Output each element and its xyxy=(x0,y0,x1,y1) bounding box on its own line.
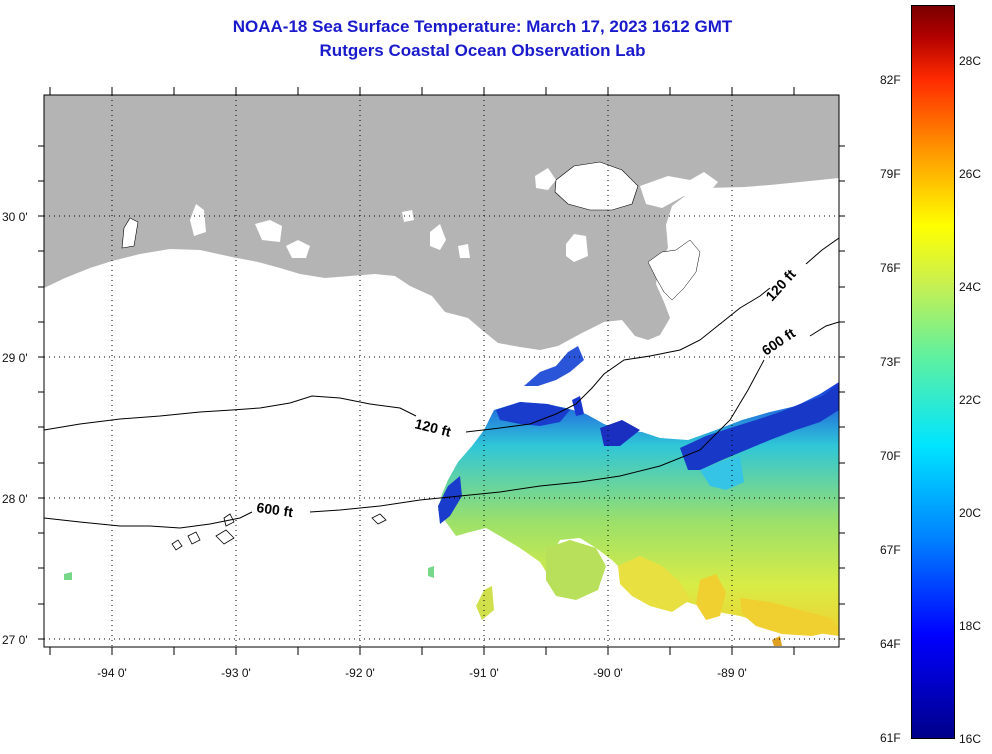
colorbar-c-label: 26C xyxy=(959,167,982,181)
map-frame xyxy=(43,94,840,648)
lake-pontchartrain xyxy=(554,161,639,211)
contour-label-120ft: 120 ft xyxy=(762,266,799,304)
lake-small-2 xyxy=(430,224,446,250)
lon-label: -93 0' xyxy=(221,666,251,680)
sst-map: 30 0' 29 0' 28 0' 27 0' -94 0' -93 0' -9… xyxy=(2,87,845,680)
colorbar-f-label: 73F xyxy=(880,355,901,369)
lake-borgne xyxy=(640,172,718,208)
tick-marks xyxy=(38,87,845,655)
delta-marsh xyxy=(647,239,701,301)
colorbar-c-label: 16C xyxy=(959,732,982,746)
colorbar-f-label: 79F xyxy=(880,167,901,181)
lake-small-3 xyxy=(458,244,470,258)
colorbar-f-label: 82F xyxy=(880,73,901,87)
lat-label: 28 0' xyxy=(2,492,28,506)
contour-600ft-west xyxy=(44,511,253,529)
contour-blobs xyxy=(171,513,387,551)
lake-maurepas xyxy=(535,168,556,190)
land-mass xyxy=(44,95,839,350)
colorbar-f-label: 61F xyxy=(880,731,901,745)
colorbar-c-label: 28C xyxy=(959,54,982,68)
lon-label: -91 0' xyxy=(469,666,499,680)
contour-label-600ft: 600 ft xyxy=(256,499,295,520)
colorbar-c-label: 22C xyxy=(959,393,982,407)
colorbar-f-label: 76F xyxy=(880,261,901,275)
colorbar-f-label: 64F xyxy=(880,637,901,651)
temperature-colorbar xyxy=(911,5,955,739)
lake-calcasieu xyxy=(121,217,139,249)
lon-label: -94 0' xyxy=(97,666,127,680)
graticule xyxy=(44,95,839,647)
colorbar-c-label: 20C xyxy=(959,506,982,520)
lake-grand xyxy=(190,204,206,236)
colorbar-c-label: 24C xyxy=(959,280,982,294)
lake-small-4 xyxy=(402,210,414,222)
contour-120ft-east xyxy=(465,287,771,433)
contour-label-600ft: 600 ft xyxy=(759,325,799,359)
contour-120ft-ne xyxy=(805,237,839,265)
contour-600ft-east xyxy=(309,359,765,513)
map-subtitle: Rutgers Coastal Ocean Observation Lab xyxy=(319,41,646,60)
lat-label: 30 0' xyxy=(2,210,28,224)
lat-label: 27 0' xyxy=(2,633,28,647)
colorbar-f-label: 67F xyxy=(880,543,901,557)
lon-label: -92 0' xyxy=(345,666,375,680)
sst-data xyxy=(64,346,839,646)
contour-120ft-west xyxy=(44,395,417,431)
lon-label: -90 0' xyxy=(593,666,623,680)
contour-600ft-ne xyxy=(809,321,839,337)
lake-small-1 xyxy=(286,240,310,258)
colorbar-c-label: 18C xyxy=(959,619,982,633)
lake-white xyxy=(255,220,282,242)
lat-label: 29 0' xyxy=(2,351,28,365)
colorbar-f-label: 70F xyxy=(880,449,901,463)
lake-salvador xyxy=(566,234,588,262)
map-title: NOAA-18 Sea Surface Temperature: March 1… xyxy=(232,17,733,36)
contour-label-120ft: 120 ft xyxy=(413,415,453,439)
lon-label: -89 0' xyxy=(717,666,747,680)
